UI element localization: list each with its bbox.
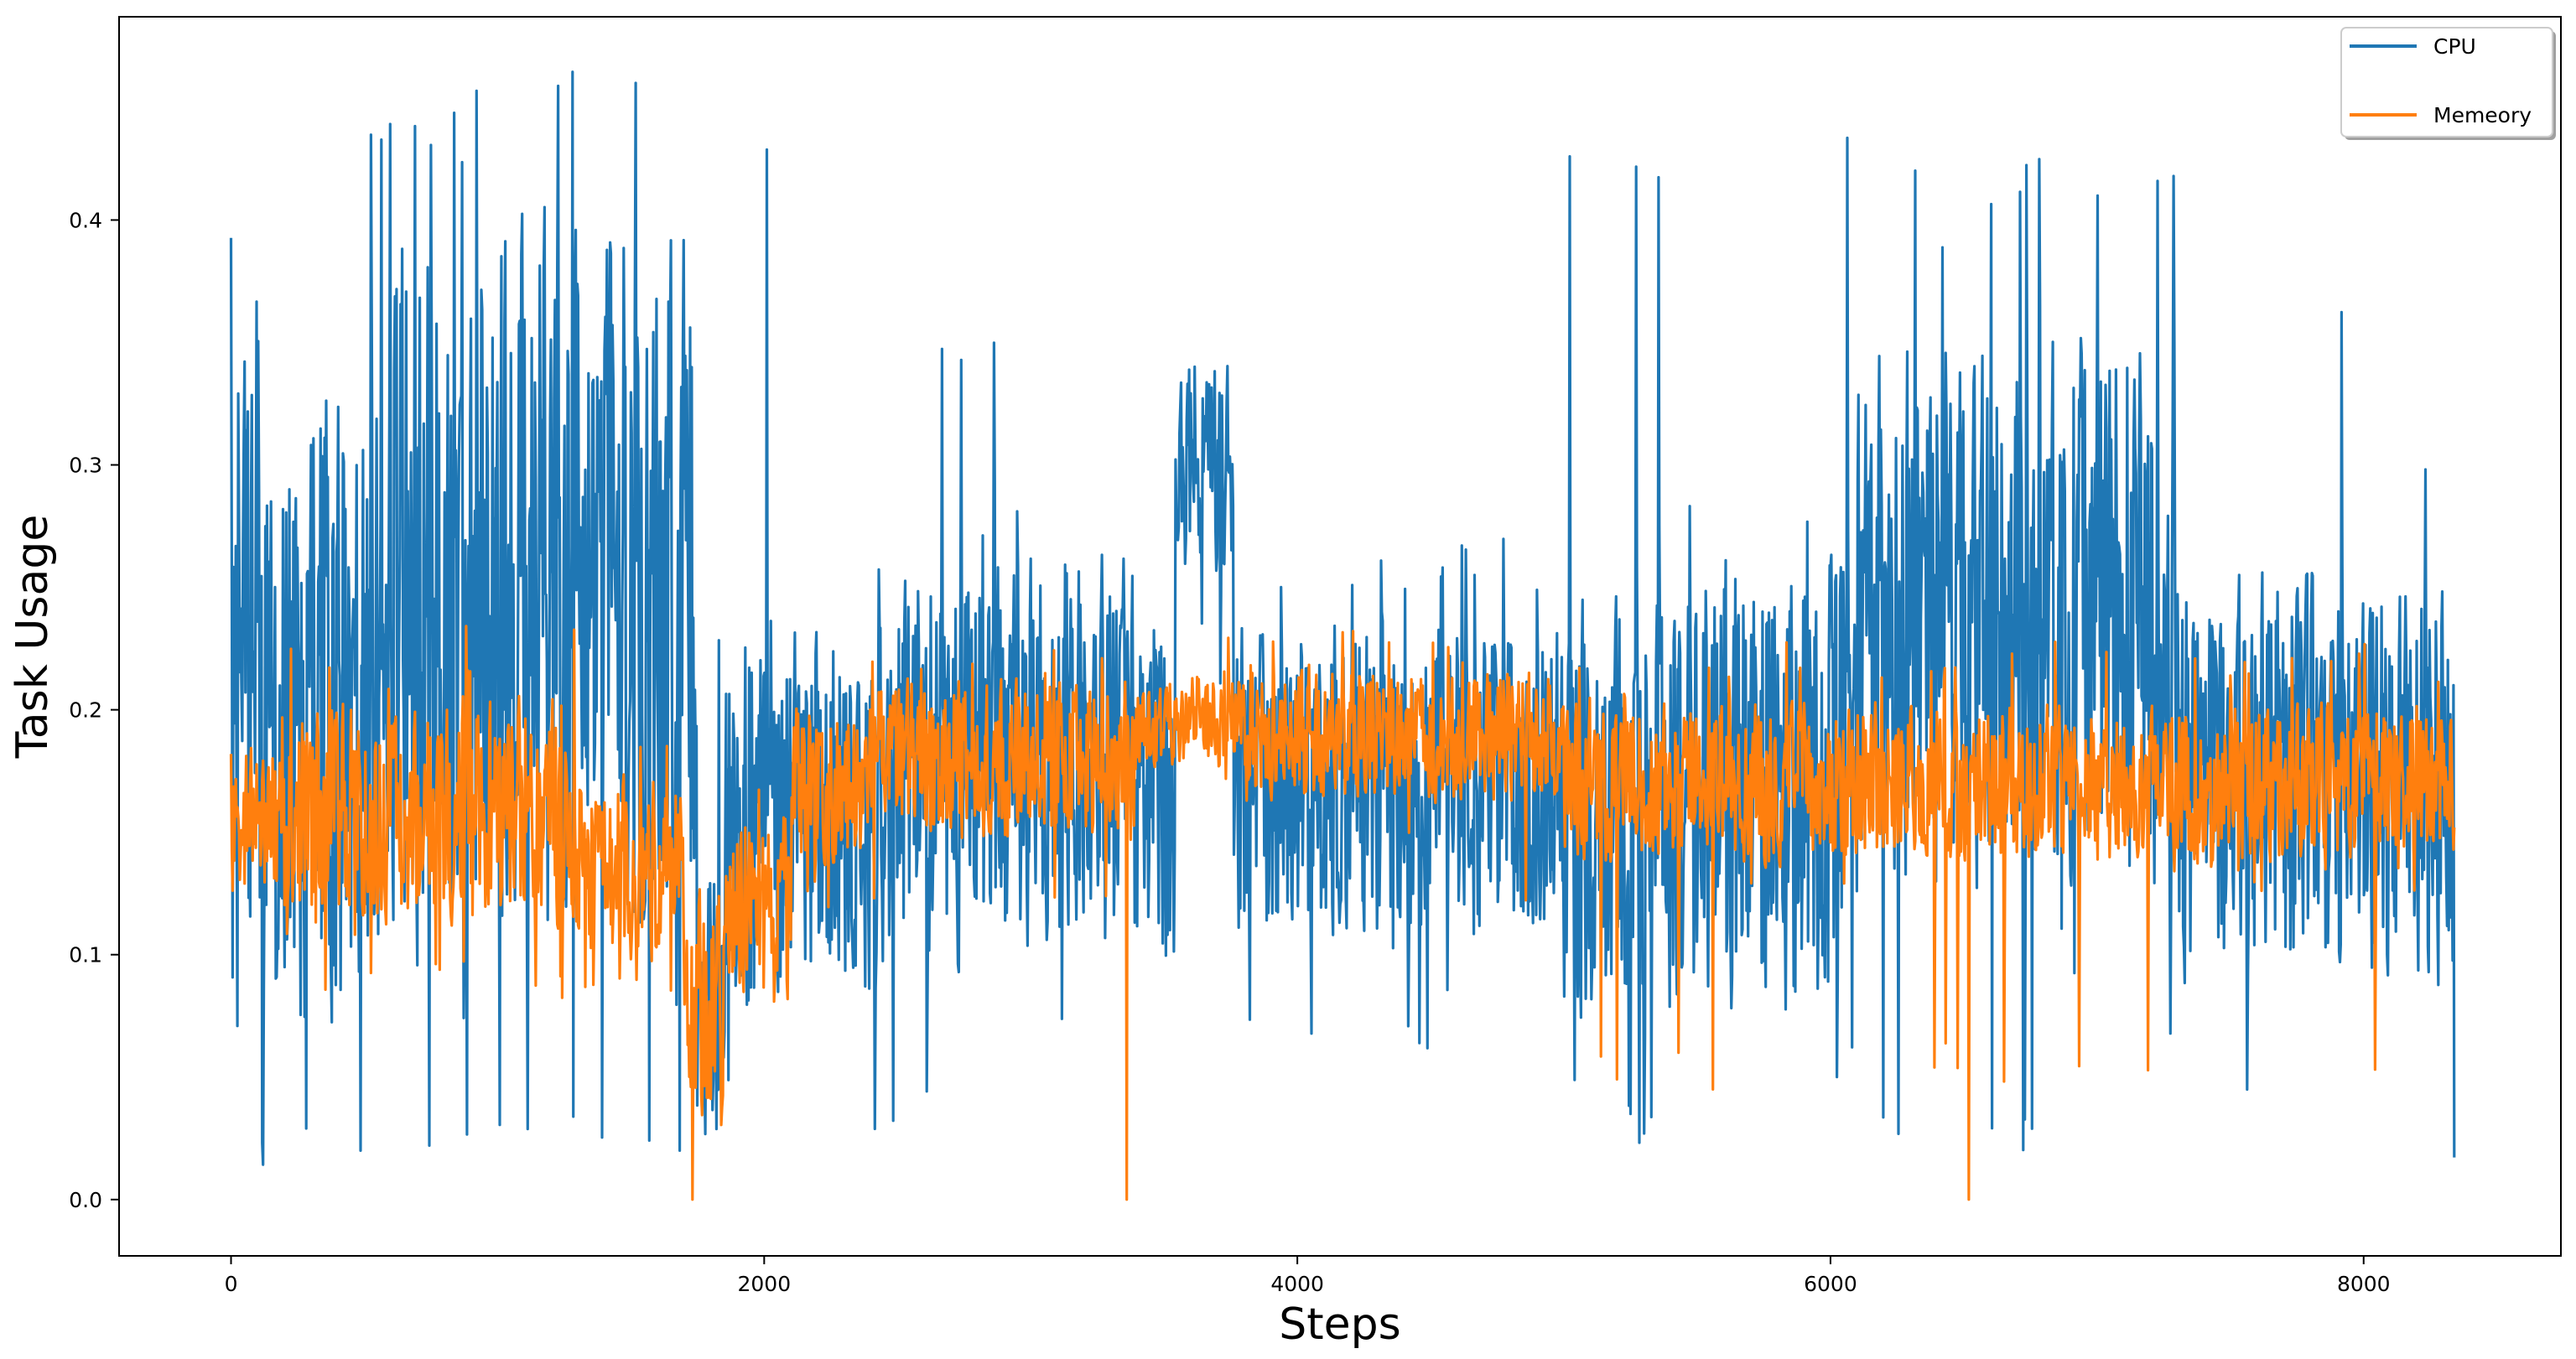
legend-label: CPU bbox=[2433, 34, 2476, 59]
y-axis: 0.0 0.1 0.2 0.3 0.4 bbox=[69, 208, 119, 1212]
x-tick-label: 4000 bbox=[1270, 1272, 1324, 1296]
y-tick-label: 0.1 bbox=[69, 943, 102, 967]
series-line-memeory bbox=[229, 625, 2456, 1201]
legend: CPU Memeory bbox=[2340, 27, 2556, 140]
y-axis-label: Task Usage bbox=[8, 515, 58, 760]
y-tick-label: 0.3 bbox=[69, 454, 102, 478]
y-tick-label: 0.0 bbox=[69, 1188, 102, 1212]
plot-frame bbox=[118, 16, 2562, 1257]
x-tick-label: 6000 bbox=[1804, 1272, 1857, 1296]
y-tick-label: 0.2 bbox=[69, 698, 102, 723]
x-axis: 0 2000 4000 6000 8000 bbox=[225, 1256, 2391, 1296]
series-layer bbox=[229, 70, 2456, 1201]
y-tick-label: 0.4 bbox=[69, 208, 102, 232]
legend-label: Memeory bbox=[2433, 103, 2532, 127]
x-tick-label: 0 bbox=[225, 1272, 238, 1296]
x-axis-label: Steps bbox=[1279, 1299, 1401, 1350]
x-tick-label: 2000 bbox=[738, 1272, 792, 1296]
x-tick-label: 8000 bbox=[2337, 1272, 2391, 1296]
legend-box bbox=[2340, 27, 2553, 137]
